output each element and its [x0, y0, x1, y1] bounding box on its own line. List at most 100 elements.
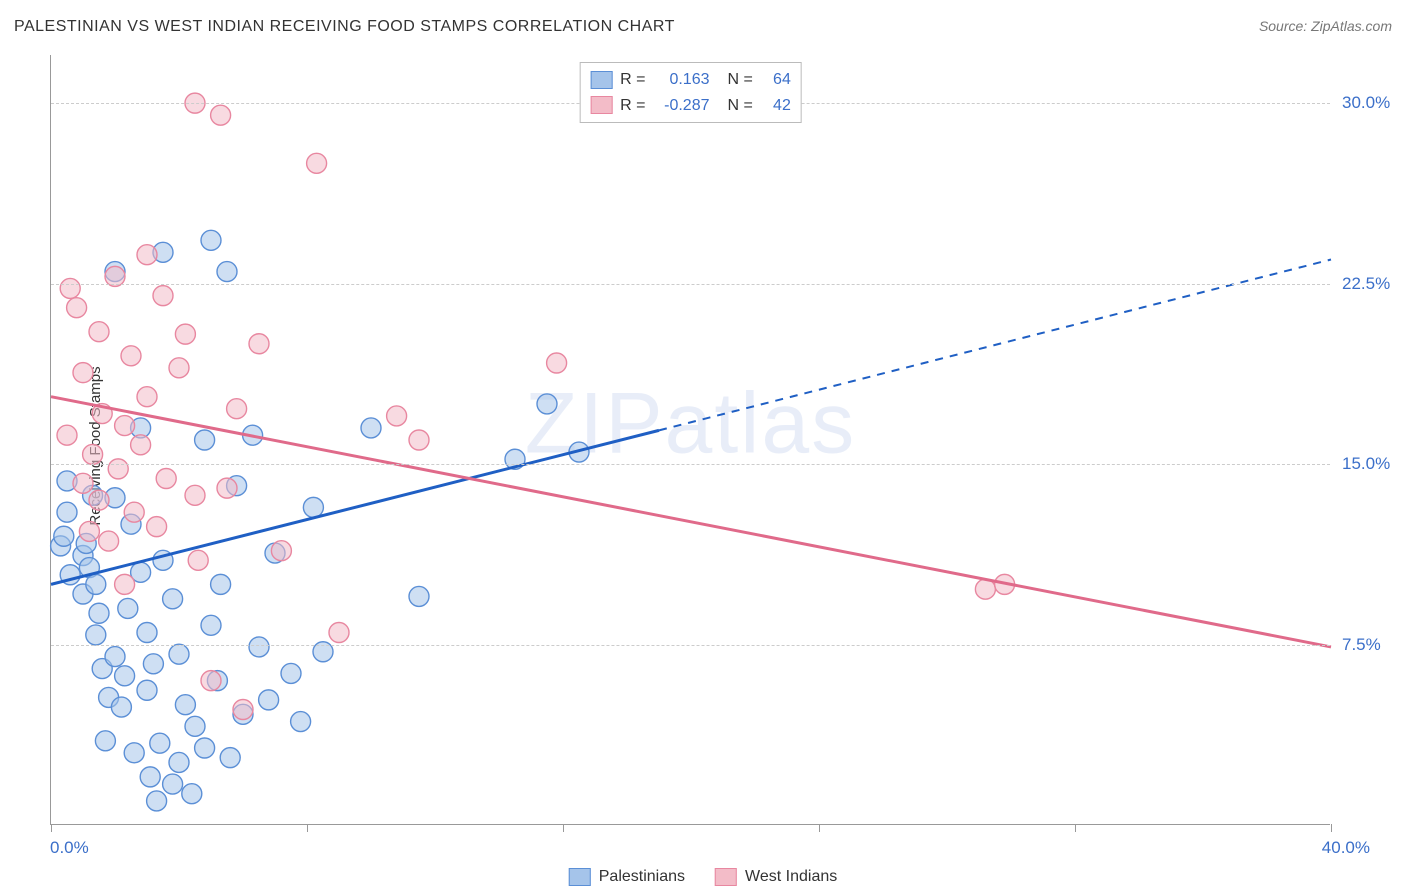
- data-point: [115, 416, 135, 436]
- data-point: [57, 502, 77, 522]
- data-point: [86, 574, 106, 594]
- trend-line: [51, 397, 1331, 647]
- legend-series-name: West Indians: [745, 868, 837, 886]
- data-point: [409, 586, 429, 606]
- data-point: [73, 363, 93, 383]
- x-tick: [307, 824, 308, 832]
- data-point: [195, 430, 215, 450]
- data-point: [86, 625, 106, 645]
- data-point: [111, 697, 131, 717]
- data-point: [211, 574, 231, 594]
- data-point: [99, 531, 119, 551]
- legend-swatch: [590, 71, 612, 89]
- gridline: [51, 284, 1330, 285]
- data-point: [89, 322, 109, 342]
- data-point: [249, 637, 269, 657]
- data-point: [121, 346, 141, 366]
- data-point: [211, 105, 231, 125]
- x-axis-end-label: 40.0%: [1322, 838, 1370, 858]
- x-tick: [563, 824, 564, 832]
- legend-n-label: N =: [728, 93, 753, 119]
- data-point: [169, 644, 189, 664]
- data-point: [115, 574, 135, 594]
- data-point: [185, 485, 205, 505]
- data-point: [195, 738, 215, 758]
- gridline: [51, 645, 1330, 646]
- x-axis-start-label: 0.0%: [50, 838, 89, 858]
- data-point: [163, 589, 183, 609]
- legend-stat-row: R = -0.287 N = 42: [590, 93, 791, 119]
- data-point: [307, 153, 327, 173]
- data-point: [291, 712, 311, 732]
- data-point: [201, 615, 221, 635]
- data-point: [217, 478, 237, 498]
- data-point: [150, 733, 170, 753]
- data-point: [329, 623, 349, 643]
- data-point: [89, 490, 109, 510]
- data-point: [95, 731, 115, 751]
- x-tick: [1075, 824, 1076, 832]
- x-tick: [1331, 824, 1332, 832]
- data-point: [220, 748, 240, 768]
- data-point: [217, 262, 237, 282]
- legend-r-label: R =: [620, 67, 645, 93]
- data-point: [361, 418, 381, 438]
- data-point: [140, 767, 160, 787]
- data-point: [60, 278, 80, 298]
- data-point: [147, 517, 167, 537]
- data-point: [201, 230, 221, 250]
- chart-title: PALESTINIAN VS WEST INDIAN RECEIVING FOO…: [14, 18, 675, 36]
- data-point: [83, 444, 103, 464]
- data-point: [169, 358, 189, 378]
- data-point: [89, 603, 109, 623]
- x-tick: [51, 824, 52, 832]
- data-point: [387, 406, 407, 426]
- data-point: [281, 663, 301, 683]
- legend-r-label: R =: [620, 93, 645, 119]
- data-point: [118, 598, 138, 618]
- legend-n-value: 42: [761, 93, 791, 119]
- x-tick: [819, 824, 820, 832]
- data-point: [175, 324, 195, 344]
- data-point: [124, 502, 144, 522]
- scatter-svg: [51, 55, 1330, 824]
- data-point: [537, 394, 557, 414]
- data-point: [163, 774, 183, 794]
- data-point: [137, 387, 157, 407]
- data-point: [547, 353, 567, 373]
- data-point: [131, 435, 151, 455]
- legend-swatch: [569, 868, 591, 886]
- data-point: [175, 695, 195, 715]
- data-point: [108, 459, 128, 479]
- data-point: [137, 623, 157, 643]
- data-point: [73, 473, 93, 493]
- data-point: [249, 334, 269, 354]
- data-point: [188, 550, 208, 570]
- legend-swatch: [715, 868, 737, 886]
- data-point: [143, 654, 163, 674]
- legend-item: Palestinians: [569, 868, 685, 886]
- data-point: [79, 521, 99, 541]
- legend-n-value: 64: [761, 67, 791, 93]
- data-point: [271, 541, 291, 561]
- trend-line-extrapolated: [659, 260, 1331, 431]
- data-point: [182, 784, 202, 804]
- legend-swatch: [590, 96, 612, 114]
- gridline: [51, 464, 1330, 465]
- legend-item: West Indians: [715, 868, 837, 886]
- data-point: [153, 286, 173, 306]
- data-point: [409, 430, 429, 450]
- y-tick-label: 15.0%: [1342, 454, 1390, 474]
- series-legend: Palestinians West Indians: [569, 868, 837, 886]
- source-attribution: Source: ZipAtlas.com: [1259, 18, 1392, 34]
- legend-series-name: Palestinians: [599, 868, 685, 886]
- y-tick-label: 7.5%: [1342, 635, 1381, 655]
- legend-r-value: -0.287: [654, 93, 710, 119]
- data-point: [185, 716, 205, 736]
- data-point: [259, 690, 279, 710]
- y-tick-label: 30.0%: [1342, 93, 1390, 113]
- data-point: [201, 671, 221, 691]
- data-point: [105, 647, 125, 667]
- data-point: [233, 700, 253, 720]
- data-point: [57, 425, 77, 445]
